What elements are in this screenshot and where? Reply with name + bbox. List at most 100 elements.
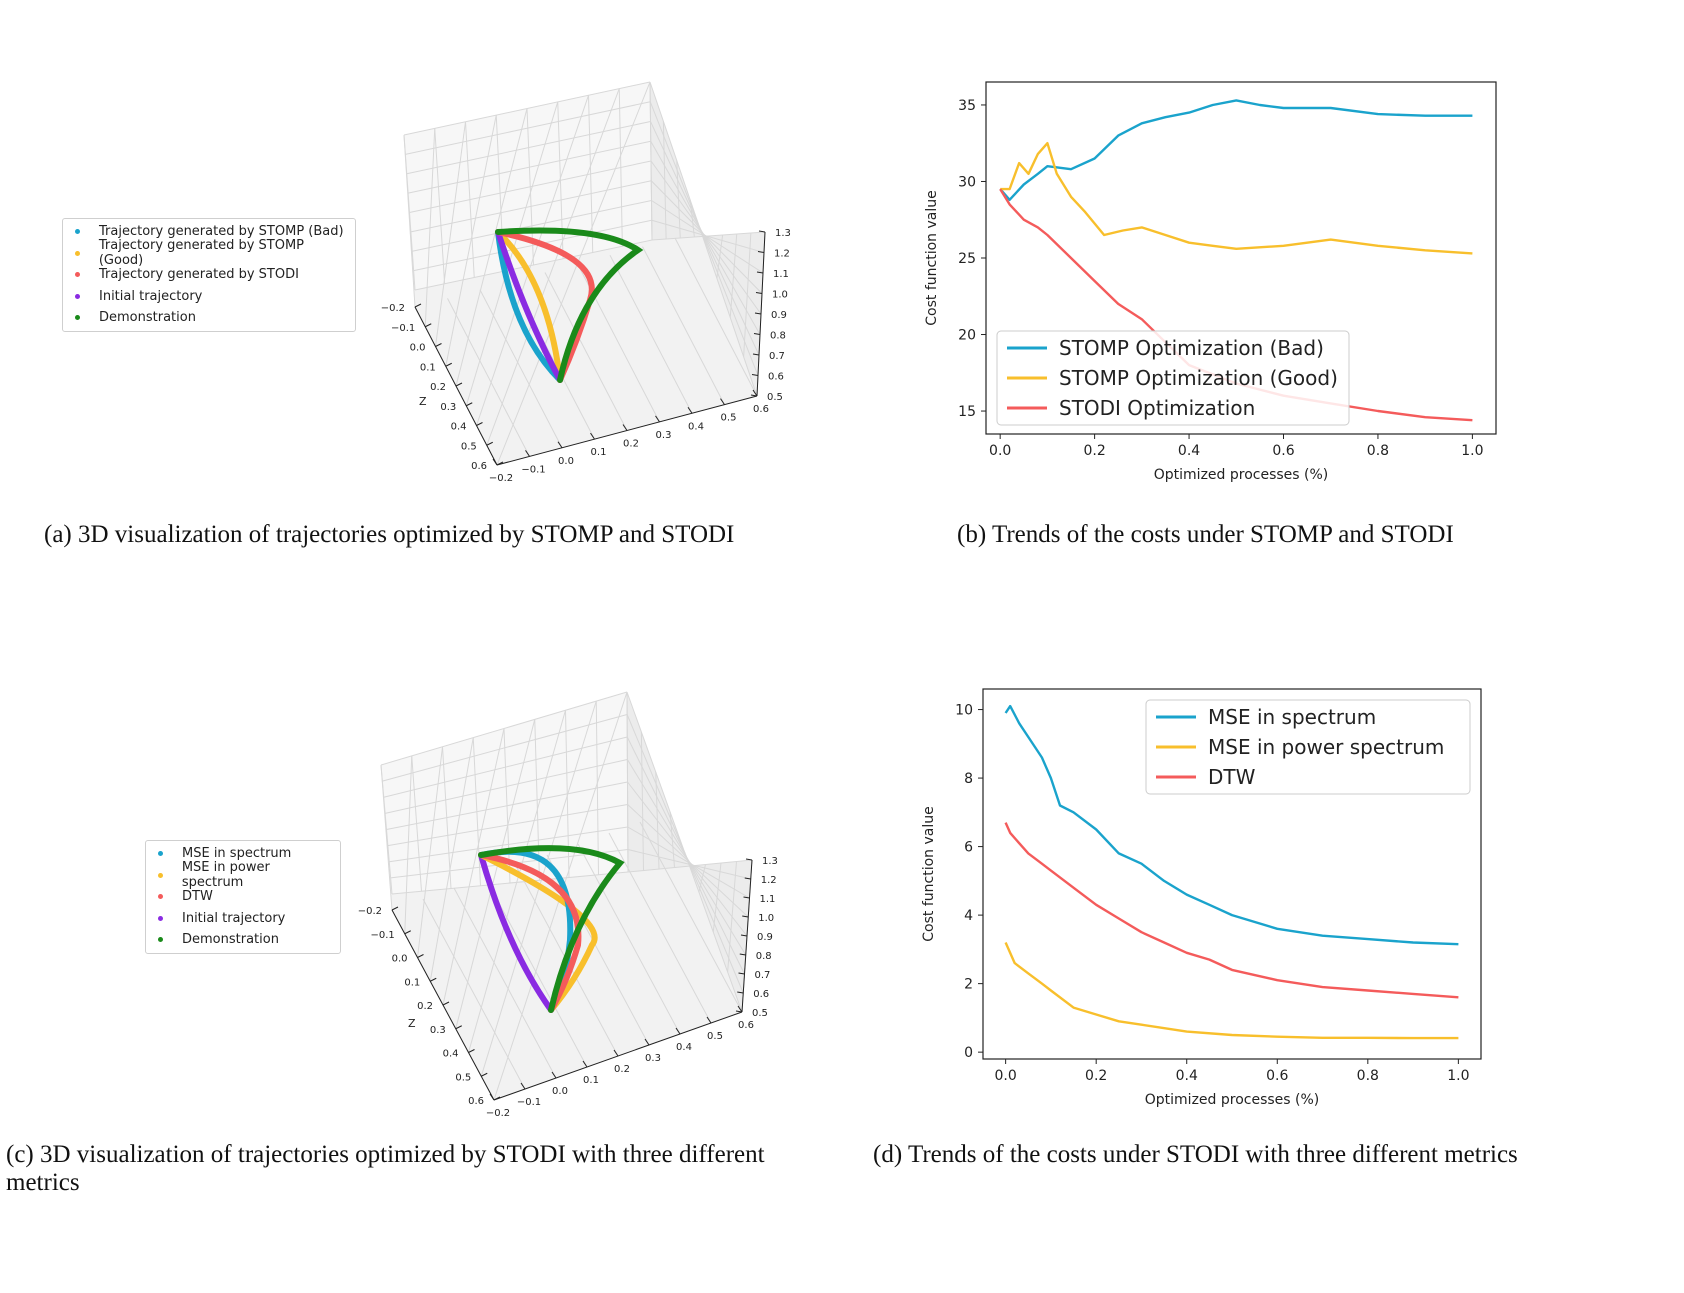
tick-mark	[435, 343, 442, 347]
series-line-0	[1004, 704, 1459, 946]
tick-label: 0.5	[707, 1031, 723, 1042]
grid-line	[414, 239, 653, 291]
tick-mark	[751, 374, 759, 376]
x-tick-label: 0.0	[995, 1068, 1017, 1084]
tick-mark	[525, 450, 530, 457]
tick-mark	[486, 441, 493, 446]
grid-line	[627, 781, 748, 937]
tick-label: 1.1	[773, 269, 789, 280]
tick-mark	[417, 954, 424, 958]
grid-line	[409, 160, 652, 213]
grid-line	[544, 272, 628, 431]
grid-line	[389, 826, 628, 863]
tick-label: 0.8	[770, 331, 786, 342]
tick-label: 0.0	[392, 954, 408, 965]
legend-label: DTW	[182, 889, 213, 905]
grid-line	[417, 746, 443, 958]
grid-line	[453, 887, 557, 1079]
grid-line	[651, 200, 764, 274]
grid-line	[674, 237, 758, 397]
tick-mark	[720, 398, 725, 405]
series-line-1	[1004, 942, 1459, 1040]
tick-mark	[466, 402, 473, 407]
legend-label: Demonstration	[182, 932, 279, 948]
tick-label: 0.5	[721, 413, 737, 424]
grid-line	[410, 180, 652, 233]
tick-mark	[744, 877, 751, 880]
tick-mark	[655, 415, 660, 423]
grid-line	[608, 832, 712, 1024]
y-axis-label: Cost function value	[924, 190, 940, 325]
tick-label: 0.6	[753, 404, 769, 415]
x-tick-label: 0.8	[1357, 1068, 1379, 1084]
grid-line	[716, 234, 724, 279]
caption-c-line2: metrics	[6, 1169, 80, 1196]
tick-label: 0.0	[552, 1086, 568, 1097]
series-line-2	[1004, 822, 1459, 999]
tick-label: 1.3	[775, 228, 791, 239]
tick-mark	[481, 1072, 488, 1077]
y-tick-label: 20	[958, 328, 976, 344]
caption-a: (a) 3D visualization of trajectories opt…	[44, 521, 735, 548]
y-tick-label: 2	[964, 977, 973, 993]
tick-label: 0.6	[768, 372, 784, 383]
legend-marker	[75, 272, 80, 278]
tick-mark	[740, 934, 748, 937]
tick-label: −0.1	[521, 464, 545, 475]
trajectory-stomp-bad	[495, 229, 563, 383]
tick-mark	[755, 292, 763, 294]
legend-label: MSE in spectrum	[182, 846, 292, 862]
tick-label: 0.1	[404, 977, 420, 988]
x-tick-label: 0.6	[1272, 443, 1294, 459]
legend-marker	[75, 315, 80, 321]
grid-line	[650, 160, 762, 315]
grid-line	[386, 781, 628, 830]
trajectory-mse-power	[478, 852, 598, 1013]
y-axis-label: Cost function value	[921, 806, 937, 941]
x-tick-label: 0.2	[1083, 443, 1105, 459]
chart-b: 0.0 0.2 0.4 0.6 0.8 1.0 15 20 25 30 35 Optimized pr…	[924, 81, 1497, 483]
legend-c: MSE in spectrum MSE in power spectrum DTW I…	[145, 840, 341, 954]
grid-line	[465, 101, 559, 406]
grid-line	[639, 821, 743, 1013]
tick-label: −0.2	[358, 906, 382, 917]
grid-line	[618, 88, 623, 247]
grid-line	[534, 719, 540, 881]
trajectory-initial	[478, 852, 554, 1013]
tick-mark	[520, 1082, 526, 1090]
tick-label: 0.3	[430, 1025, 446, 1036]
tick-label: 0.5	[455, 1072, 471, 1083]
legend-marker	[75, 250, 80, 256]
tick-label: 1.1	[760, 894, 776, 905]
tick-label: 0.4	[676, 1042, 692, 1053]
x-tick-label: 1.0	[1447, 1068, 1469, 1084]
tick-label: 0.1	[591, 447, 607, 458]
legend-label-2: DTW	[1208, 765, 1256, 789]
tick-label: −0.2	[489, 473, 513, 484]
tick-label: 0.5	[767, 392, 783, 403]
tick-label: −0.2	[486, 1108, 510, 1119]
tick-label: 1.2	[761, 875, 777, 886]
tick-mark	[737, 1005, 743, 1013]
legend-entry: DTW	[146, 886, 340, 908]
grid-line	[642, 246, 725, 405]
tick-mark	[644, 1038, 650, 1046]
tick-mark	[706, 1016, 712, 1024]
legend-marker	[158, 894, 163, 900]
legend-marker	[158, 937, 163, 943]
tick-label: 0.3	[656, 430, 672, 441]
tick-mark	[551, 1071, 557, 1079]
legend-label-1: STOMP Optimization (Good)	[1059, 366, 1338, 390]
x-tick-label: 1.0	[1461, 443, 1483, 459]
legend-entry: Trajectory generated by STOMP (Good)	[63, 238, 355, 268]
caption-d: (d) Trends of the costs under STODI with…	[873, 1141, 1518, 1168]
tick-label: 0.1	[583, 1075, 599, 1086]
z-axis-label: Z	[408, 1017, 416, 1030]
tick-label: −0.1	[391, 323, 415, 334]
grid-line	[650, 180, 763, 294]
tick-mark	[750, 394, 758, 397]
tick-mark	[754, 312, 762, 315]
tick-mark	[445, 362, 452, 367]
y-tick-label: 8	[964, 771, 973, 787]
series-line-0	[999, 99, 1473, 201]
